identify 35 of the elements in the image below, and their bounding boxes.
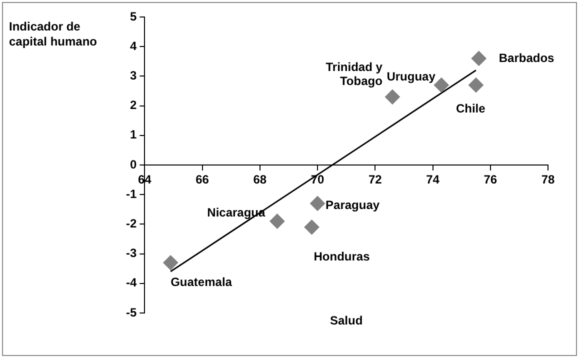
annotation: Chile xyxy=(456,101,486,116)
point xyxy=(304,220,320,235)
y-axis-title: Indicador de capital humano xyxy=(9,19,98,48)
point xyxy=(310,196,326,211)
y-tick-label: 0 xyxy=(130,157,137,172)
x-axis-title: Salud xyxy=(330,313,363,328)
x-tick-label: 74 xyxy=(426,172,440,187)
y-tick-label: -4 xyxy=(126,276,137,290)
annotation: Honduras xyxy=(314,249,370,264)
y-tick-label: 5 xyxy=(130,9,137,24)
annotation: Barbados xyxy=(498,50,555,65)
point xyxy=(471,50,486,66)
point xyxy=(434,78,449,93)
y-tick-label: 3 xyxy=(130,68,137,83)
y-tick-label: 2 xyxy=(130,98,137,112)
point xyxy=(384,89,400,104)
point xyxy=(163,255,178,270)
y-tick-label: -2 xyxy=(126,216,137,231)
y-tick-label: -1 xyxy=(126,186,137,201)
annotation: Uruguay xyxy=(386,69,436,84)
x-tick-label: 76 xyxy=(484,172,498,187)
x-tick-label: 72 xyxy=(368,172,382,187)
y-tick-label: 4 xyxy=(130,38,137,53)
point xyxy=(270,214,285,229)
y-tick-label: -3 xyxy=(126,246,137,260)
y-tick-label: 1 xyxy=(130,128,137,142)
point xyxy=(468,78,484,93)
x-tick-label: 70 xyxy=(310,172,325,187)
annotation: Guatemala xyxy=(170,274,232,289)
x-tick-label: 66 xyxy=(196,172,210,187)
annotation: Paraguay xyxy=(326,198,380,212)
annotation: Trinidad y Tobago xyxy=(326,60,383,88)
y-tick-label: -5 xyxy=(126,305,137,320)
x-tick-label: 78 xyxy=(541,172,555,187)
x-tick-label: 68 xyxy=(253,172,267,187)
